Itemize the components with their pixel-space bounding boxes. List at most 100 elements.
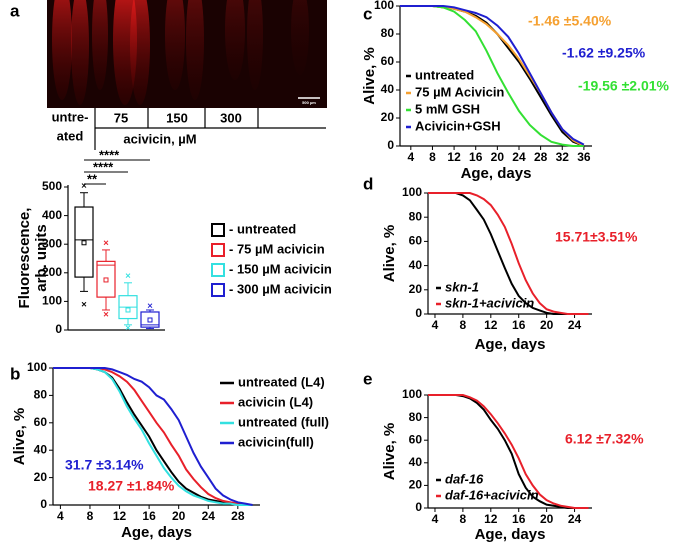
- y-tick-label: 400: [42, 208, 62, 222]
- box: [96, 260, 116, 298]
- legend-label: skn-1+acivicin: [445, 295, 534, 310]
- column-label: ated: [57, 128, 84, 143]
- column-label: 75: [114, 110, 128, 125]
- panel-label: d: [363, 174, 373, 193]
- y-tick-label: 200: [42, 265, 62, 279]
- y-tick-label: 20: [409, 478, 423, 492]
- y-axis-label: Alive, %: [361, 47, 378, 105]
- survival-curve: [400, 5, 585, 146]
- mean: [103, 277, 109, 283]
- y-axis-label: arb. units: [33, 224, 50, 292]
- x-tick-label: 12: [484, 512, 498, 526]
- y-tick-label: 40: [409, 258, 423, 272]
- outlier: [103, 311, 109, 317]
- outlier: [125, 325, 131, 331]
- x-tick-label: 12: [447, 150, 461, 164]
- box: [140, 311, 160, 328]
- panel-label: c: [363, 4, 372, 23]
- legend-label: 75 µM Acivicin: [415, 84, 504, 99]
- legend-swatch: [211, 263, 225, 277]
- survival-curve: [53, 367, 253, 506]
- survival-curve: [428, 192, 589, 315]
- legend-label: Acivicin+GSH: [415, 118, 501, 133]
- annotation: 6.12 ±7.32%: [565, 431, 644, 447]
- scale-bar-label: 500 µm: [302, 100, 316, 105]
- significance-label: **: [87, 171, 98, 186]
- x-tick-label: 4: [407, 150, 414, 164]
- x-tick-label: 20: [540, 318, 554, 332]
- y-tick-label: 0: [415, 500, 422, 514]
- outlier: [103, 240, 109, 246]
- y-tick-label: 0: [387, 138, 394, 152]
- survival-curve: [428, 394, 589, 509]
- x-axis-label: Age, days: [475, 336, 546, 353]
- y-axis-label: Alive, %: [381, 225, 398, 283]
- x-tick-label: 4: [57, 509, 64, 523]
- x-tick-label: 8: [460, 318, 467, 332]
- column-label: 300: [220, 110, 242, 125]
- y-tick-label: 40: [409, 455, 423, 469]
- legend-label: untreated: [415, 67, 474, 82]
- y-tick-label: 20: [409, 282, 423, 296]
- x-tick-label: 28: [231, 509, 245, 523]
- x-tick-label: 20: [540, 512, 554, 526]
- legend-label: untreated (full): [238, 414, 329, 429]
- y-tick-label: 80: [409, 209, 423, 223]
- axis-caption: acivicin, µM: [123, 131, 196, 146]
- micrograph: 500 µm: [47, 0, 327, 108]
- x-tick-label: 16: [512, 512, 526, 526]
- outlier: [81, 301, 87, 307]
- annotation: 15.71±3.51%: [555, 229, 638, 245]
- x-tick-label: 36: [577, 150, 591, 164]
- y-tick-label: 40: [381, 82, 395, 96]
- x-axis-label: Age, days: [461, 165, 532, 182]
- x-tick-label: 8: [87, 509, 94, 523]
- x-tick-label: 12: [113, 509, 127, 523]
- legend-swatch: [211, 283, 225, 297]
- y-tick-label: 60: [381, 54, 395, 68]
- x-axis-label: Age, days: [475, 526, 546, 543]
- panel-label: b: [10, 364, 20, 383]
- significance-label: ****: [93, 159, 114, 174]
- legend-label: 5 mM GSH: [415, 101, 480, 116]
- panel-label: a: [10, 1, 20, 20]
- y-tick-label: 300: [42, 236, 62, 250]
- legend-label: acivicin(full): [238, 434, 314, 449]
- mean: [81, 240, 87, 246]
- x-axis-label: Age, days: [121, 524, 192, 541]
- y-tick-label: 0: [55, 322, 62, 336]
- legend-label: daf-16: [445, 471, 484, 486]
- mean: [147, 317, 153, 323]
- x-tick-label: 20: [491, 150, 505, 164]
- y-axis-label: Alive, %: [11, 408, 28, 466]
- y-tick-label: 80: [409, 410, 423, 424]
- x-tick-label: 32: [556, 150, 570, 164]
- y-tick-label: 100: [402, 185, 422, 199]
- legend-label: - 300 µM acivicin: [229, 281, 332, 296]
- y-tick-label: 20: [34, 470, 48, 484]
- annotation: -1.62 ±9.25%: [562, 45, 646, 61]
- y-tick-label: 100: [374, 0, 394, 12]
- column-label: untre-: [52, 109, 89, 124]
- x-tick-label: 4: [432, 512, 439, 526]
- x-tick-label: 24: [568, 318, 582, 332]
- x-tick-label: 8: [429, 150, 436, 164]
- mean: [125, 307, 131, 313]
- annotation: 31.7 ±3.14%: [65, 457, 144, 473]
- legend-swatch: [211, 243, 225, 257]
- x-tick-label: 28: [534, 150, 548, 164]
- y-tick-label: 80: [381, 26, 395, 40]
- x-tick-label: 8: [460, 512, 467, 526]
- y-tick-label: 80: [34, 388, 48, 402]
- x-tick-label: 24: [202, 509, 216, 523]
- y-tick-label: 100: [42, 294, 62, 308]
- table-lines: [94, 108, 326, 150]
- legend-label: acivicin (L4): [238, 394, 313, 409]
- x-tick-label: 16: [469, 150, 483, 164]
- y-tick-label: 60: [409, 234, 423, 248]
- y-tick-label: 40: [34, 442, 48, 456]
- y-tick-label: 0: [415, 306, 422, 320]
- y-tick-label: 500: [42, 179, 62, 193]
- legend-label: - 150 µM acivicin: [229, 261, 332, 276]
